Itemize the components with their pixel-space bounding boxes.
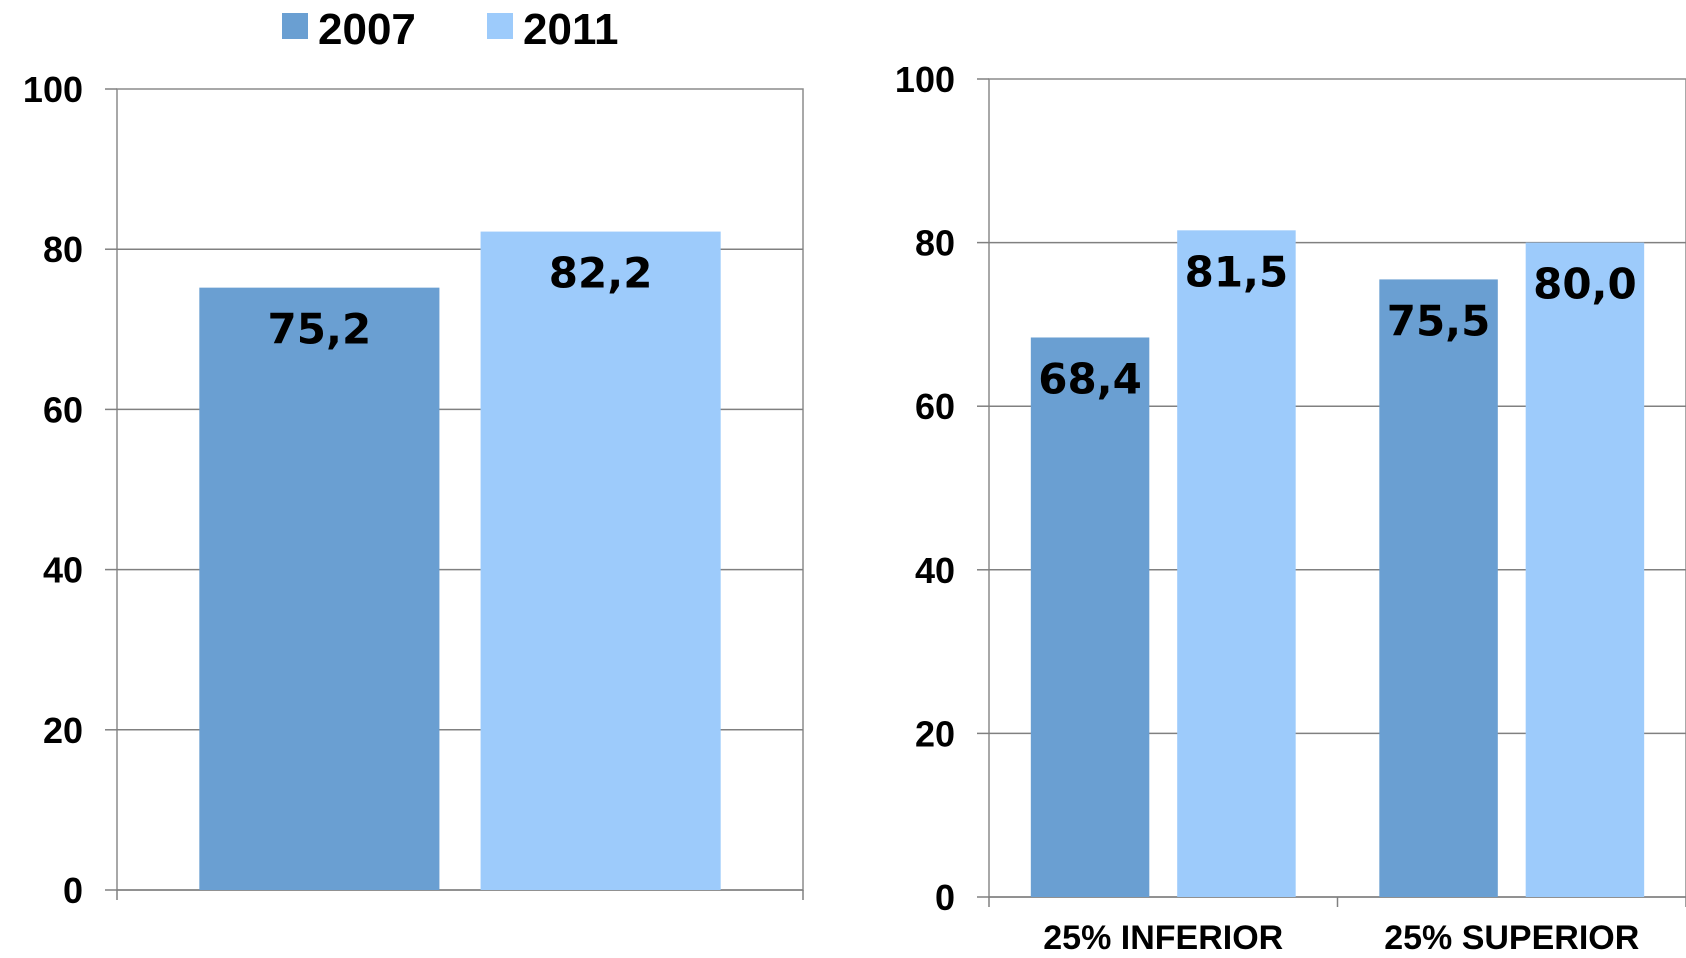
- chart-right: 0 20 40 60 80 100 68,4 81,5 25% INFERIOR 75,5 80,0…: [895, 59, 1686, 957]
- left-ytick-label-40: 40: [43, 550, 83, 591]
- right-bar-2011-2: [1525, 242, 1645, 898]
- left-data-label-2011-1: 82,2: [549, 249, 653, 298]
- left-ytick-label-100: 100: [23, 69, 83, 110]
- right-data-label-2007-2: 75,5: [1387, 296, 1491, 345]
- legend-swatch-2007: [282, 13, 308, 39]
- right-bar-2007-2: [1379, 279, 1498, 897]
- left-ytick-label-0: 0: [63, 870, 83, 911]
- right-data-label-2011-1: 81,5: [1185, 247, 1289, 296]
- right-bar-2011-1: [1177, 230, 1296, 897]
- chart-left: 0 20 40 60 80 100 75,2 82,2: [23, 69, 804, 911]
- left-ytick-label-80: 80: [43, 229, 83, 270]
- right-ytick-label-40: 40: [915, 550, 955, 591]
- right-data-label-2007-1: 68,4: [1038, 354, 1142, 403]
- legend: 2007 2011: [282, 5, 618, 54]
- right-ytick-label-0: 0: [935, 877, 955, 918]
- left-ytick-label-60: 60: [43, 389, 83, 430]
- right-category-label-1: 25% INFERIOR: [1043, 919, 1283, 957]
- left-bar-2011-1: [480, 231, 721, 890]
- left-ytick-label-20: 20: [43, 710, 83, 751]
- left-bar-2007-1: [199, 287, 440, 890]
- legend-label-2007: 2007: [318, 5, 416, 54]
- legend-swatch-2011: [487, 13, 513, 39]
- right-ytick-label-100: 100: [895, 59, 955, 100]
- right-ytick-label-20: 20: [915, 713, 955, 754]
- right-category-label-2: 25% SUPERIOR: [1384, 919, 1639, 957]
- right-ytick-label-60: 60: [915, 386, 955, 427]
- right-ytick-label-80: 80: [915, 223, 955, 264]
- legend-label-2011: 2011: [523, 5, 618, 54]
- left-data-label-2007-1: 75,2: [268, 305, 372, 354]
- right-data-label-2011-2: 80,0: [1533, 260, 1637, 309]
- right-bar-2007-1: [1030, 337, 1150, 897]
